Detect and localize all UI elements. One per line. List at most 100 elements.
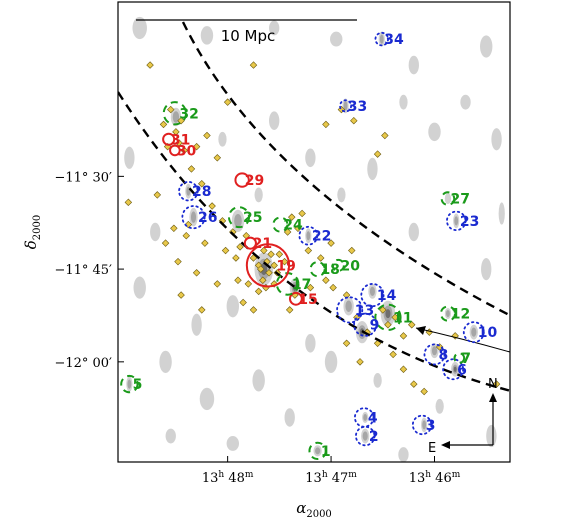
group-8-circle [423, 343, 446, 366]
group-4-label: 4 [368, 410, 378, 426]
group-7-label: 7 [461, 351, 471, 367]
contour-level-1 [444, 193, 452, 205]
contour-level-2 [172, 111, 180, 123]
group-28-label: 28 [192, 184, 211, 200]
contour-level-2 [345, 300, 352, 312]
group-22-circle [298, 225, 319, 246]
member-galaxy-marker [329, 283, 337, 292]
group-2-circle [355, 425, 376, 447]
contour-level-1 [481, 257, 492, 281]
group-5-label: 5 [133, 377, 143, 393]
member-galaxy-marker [384, 321, 392, 329]
group-33-circle [339, 99, 353, 113]
group-25-label: 25 [243, 210, 262, 226]
group-15-circle [288, 291, 303, 306]
contour-level-1 [398, 447, 409, 462]
x-tick-label: 13h 46m [409, 470, 461, 486]
contour-level-2 [315, 447, 321, 455]
contour-level-2 [127, 379, 132, 389]
contour-level-1 [226, 436, 240, 451]
group-19-label: 19 [276, 258, 295, 274]
contour-level-1 [428, 122, 441, 142]
contour-level-2 [454, 216, 459, 226]
group-3-label: 3 [426, 418, 436, 434]
contour-level-1 [305, 148, 316, 168]
member-galaxy-marker [327, 239, 335, 247]
compass-north-label: N [488, 377, 498, 392]
group-32-circle [162, 101, 188, 126]
contour-level-2 [369, 286, 376, 296]
plot-frame [117, 1, 511, 463]
contour-level-1 [269, 20, 280, 36]
group-25-circle [227, 206, 251, 229]
member-galaxy-marker [267, 250, 275, 258]
member-galaxy-marker [172, 128, 180, 136]
member-galaxy-marker [161, 239, 170, 247]
member-galaxy-marker [201, 239, 209, 247]
group-20-circle [331, 258, 345, 272]
contour-level-2 [379, 34, 384, 44]
filament-upper-boundary [181, 21, 510, 317]
member-galaxy-marker [192, 269, 201, 277]
group-26-label: 26 [198, 210, 217, 226]
member-galaxy-marker [244, 280, 253, 288]
member-galaxy-marker [236, 243, 244, 251]
contour-level-2 [471, 327, 477, 337]
group-9-circle [353, 312, 378, 337]
group-33-label: 33 [348, 99, 367, 115]
member-galaxy-marker [420, 387, 428, 396]
member-galaxy-marker [275, 250, 284, 258]
group-3-circle [411, 414, 433, 436]
member-galaxy-marker [265, 269, 273, 277]
member-galaxy-marker [146, 61, 154, 69]
member-galaxy-marker [198, 180, 206, 188]
member-galaxy-marker [184, 220, 193, 229]
group-14-label: 14 [377, 288, 397, 304]
group-1-circle [308, 441, 327, 461]
group-24-circle [272, 216, 289, 233]
y-tick-label: −12° 00′ [54, 356, 112, 371]
member-galaxy-marker [260, 246, 268, 255]
contour-level-1 [324, 350, 338, 373]
x-tick-label: 13h 47m [305, 470, 357, 486]
group-30-circle [169, 144, 181, 157]
axes: 13h 48m 13h 47m 13h 46m −11° 30′ −11° 45′ −12… [22, 170, 461, 520]
member-galaxy-marker [249, 306, 258, 314]
contour-level-1 [226, 295, 240, 318]
member-galaxy-marker [410, 380, 418, 388]
contour-level-1 [337, 187, 346, 203]
member-galaxy-marker [285, 306, 294, 314]
filament-lower-boundary [118, 91, 510, 392]
group-22-label: 22 [312, 229, 331, 245]
member-galaxy-marker [391, 313, 399, 322]
group-12-label: 12 [451, 307, 470, 323]
group-6-label: 6 [457, 362, 467, 378]
contour-level-2 [362, 431, 368, 441]
member-galaxy-marker [182, 231, 190, 240]
contour-level-1 [133, 276, 146, 299]
member-galaxy-marker [389, 350, 397, 359]
member-galaxy-marker [350, 116, 358, 125]
group-8-label: 8 [439, 347, 449, 363]
contour-level-1 [159, 350, 172, 373]
member-galaxy-marker [298, 209, 306, 218]
contour-level-2 [431, 346, 438, 356]
group-11-circle [374, 303, 402, 331]
contour-level-1 [498, 202, 505, 225]
group-15-label: 15 [298, 292, 317, 308]
contour-level-1 [132, 16, 147, 40]
group-18-label: 18 [320, 262, 339, 278]
group-27-label: 27 [450, 192, 469, 208]
contour-level-2 [343, 101, 348, 111]
member-galaxy-marker [425, 328, 434, 336]
y-tick-label: −11° 45′ [54, 263, 112, 278]
member-galaxy-marker [223, 98, 232, 106]
compass-north-arrowhead [489, 393, 497, 402]
member-galaxy-marker [294, 224, 302, 233]
group-23-circle [446, 210, 467, 232]
group-9-label: 9 [370, 318, 380, 334]
group-14-circle [360, 283, 385, 308]
member-galaxy-marker [180, 146, 188, 155]
contour-level-2 [422, 420, 427, 430]
group-21-label: 21 [253, 236, 272, 252]
